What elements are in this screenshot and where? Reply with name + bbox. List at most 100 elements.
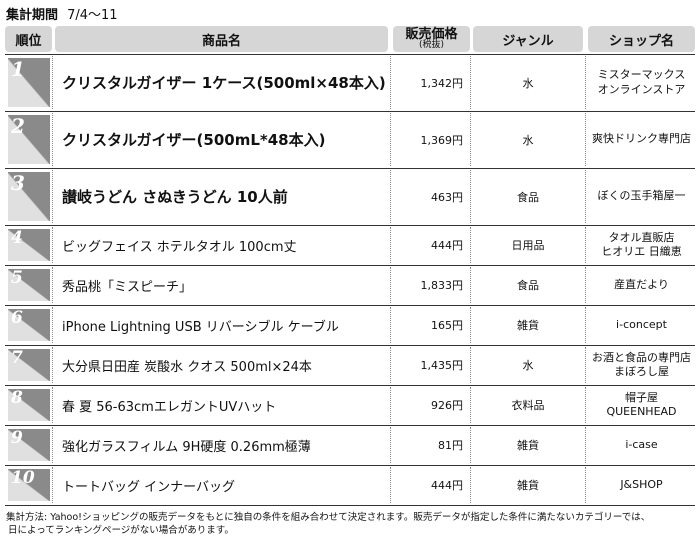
col-divider	[470, 267, 471, 303]
row-line	[5, 345, 695, 346]
rank-badge: 2	[8, 115, 50, 164]
rank-badge-shade	[8, 349, 50, 381]
rank-badge-shade	[8, 172, 50, 221]
footer-note: 集計方法: Yahoo!ショッピングの販売データをもとに独自の条件を組み合わせて…	[6, 512, 696, 538]
product-name: 強化ガラスフィルム 9H硬度 0.26mm極薄	[62, 439, 311, 455]
col-divider	[585, 467, 586, 503]
col-divider	[470, 56, 471, 109]
row-line	[5, 265, 695, 266]
rank-badge-shade	[8, 469, 50, 501]
col-divider	[470, 347, 471, 383]
rank-number: 7	[11, 349, 23, 368]
rank-badge: 6	[8, 309, 50, 341]
col-divider	[585, 347, 586, 383]
shop: ぼくの玉手箱屋一	[588, 168, 695, 225]
col-header: 販売価格 (税抜)	[393, 26, 470, 52]
col-divider	[585, 113, 586, 166]
rank-badge: 4	[8, 229, 50, 261]
rank-number: 2	[11, 115, 25, 138]
shop-line: ミスターマックス	[597, 68, 686, 82]
rank-number: 3	[11, 172, 25, 195]
col-header-sub: (税抜)	[418, 40, 445, 50]
price: 1,435円	[420, 359, 464, 372]
row-line	[5, 225, 695, 226]
col-divider	[52, 227, 53, 263]
shop: i-concept	[588, 305, 695, 345]
period-header: 集計期間 7/4〜11	[6, 4, 118, 23]
shop-line: 帽子屋	[625, 390, 658, 404]
genre: 食品	[517, 279, 539, 292]
shop-line: オンラインストア	[597, 82, 686, 96]
col-divider	[390, 113, 391, 166]
shop-line: タオル直販店	[608, 230, 675, 244]
rank-badge-shade	[8, 309, 50, 341]
col-divider	[390, 467, 391, 503]
rank-badge: 5	[8, 269, 50, 301]
shop-line: 産直だより	[614, 277, 669, 291]
col-divider	[585, 56, 586, 109]
col-divider	[52, 267, 53, 303]
product-name: クリスタルガイザー 1ケース(500ml×48本入)	[62, 74, 386, 92]
col-divider	[390, 387, 391, 423]
product-name: ビッグフェイス ホテルタオル 100cm丈	[62, 239, 297, 255]
genre: 水	[522, 76, 534, 90]
col-divider	[52, 307, 53, 343]
col-divider	[52, 387, 53, 423]
row-line	[5, 111, 695, 112]
row-line	[5, 385, 695, 386]
col-divider	[390, 56, 391, 109]
price: 1,342円	[420, 76, 464, 90]
col-divider	[390, 307, 391, 343]
col-divider	[390, 427, 391, 463]
shop-line: まぼろし屋	[614, 365, 669, 378]
footer-line: 日によってランキングページがない場合があります。	[8, 524, 234, 536]
shop: お酒と食品の専門店 まぼろし屋	[588, 345, 695, 385]
col-divider	[390, 347, 391, 383]
col-divider	[52, 467, 53, 503]
product-name: 讃岐うどん さぬきうどん 10人前	[62, 188, 288, 206]
rank-badge: 10	[8, 469, 50, 501]
price: 1,833円	[420, 279, 464, 292]
rank-badge-shade	[8, 429, 50, 461]
product-name: 大分県日田産 炭酸水 クオス 500ml×24本	[62, 359, 312, 375]
genre: 雑貨	[517, 479, 539, 492]
col-divider	[390, 170, 391, 223]
row-line	[5, 425, 695, 426]
rank-badge-shade	[8, 115, 50, 164]
col-header: 商品名	[55, 26, 388, 52]
shop: ミスターマックス オンラインストア	[588, 54, 695, 111]
col-divider	[585, 427, 586, 463]
row-line	[5, 305, 695, 306]
shop-line: QUEENHEAD	[606, 405, 677, 418]
rank-number: 6	[11, 309, 23, 328]
col-divider	[470, 387, 471, 423]
shop: 爽快ドリンク専門店	[588, 111, 695, 168]
genre: 雑貨	[517, 439, 539, 452]
rank-badge-shade	[8, 389, 50, 421]
col-header: 順位	[5, 26, 52, 52]
col-divider	[390, 267, 391, 303]
shop-line: ヒオリエ 日織恵	[601, 245, 682, 258]
col-header-text: 販売価格	[405, 27, 458, 42]
col-divider	[52, 56, 53, 109]
rank-number: 9	[11, 429, 23, 448]
footer-line: 集計方法: Yahoo!ショッピングの販売データをもとに独自の条件を組み合わせて…	[6, 512, 651, 523]
genre: 食品	[517, 190, 539, 204]
rank-badge-shade	[8, 229, 50, 261]
row-line	[5, 505, 695, 506]
shop: 産直だより	[588, 265, 695, 305]
rank-number: 1	[11, 58, 25, 81]
rank-number: 10	[11, 469, 35, 488]
shop-line: i-case	[625, 437, 658, 451]
price: 463円	[431, 190, 463, 204]
product-name: トートバッグ インナーバッグ	[62, 479, 236, 495]
period-label: 集計期間	[6, 8, 59, 23]
rank-number: 4	[11, 229, 23, 248]
col-divider	[52, 170, 53, 223]
genre: 水	[522, 133, 534, 147]
price: 1,369円	[420, 133, 464, 147]
price: 444円	[431, 479, 463, 492]
row-line	[5, 168, 695, 169]
col-divider	[585, 170, 586, 223]
rank-badge: 3	[8, 172, 50, 221]
